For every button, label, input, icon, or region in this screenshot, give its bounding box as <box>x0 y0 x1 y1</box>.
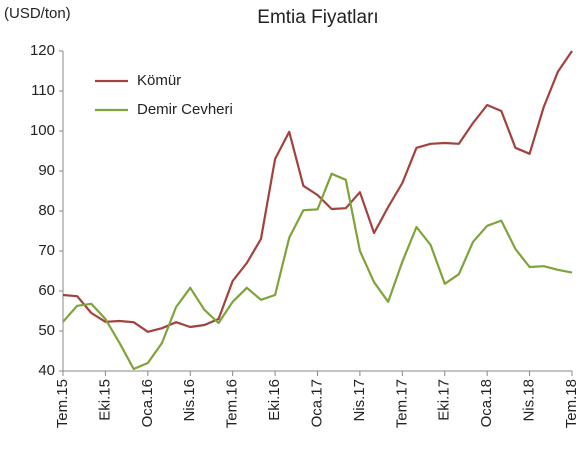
x-tick-label: Nis.17 <box>351 379 368 422</box>
series-line <box>62 172 573 371</box>
y-tick-label: 70 <box>38 242 55 259</box>
y-tick-label: 80 <box>38 202 55 219</box>
x-tick-label: Oca.17 <box>308 379 325 427</box>
x-tick-label: Tem.18 <box>563 379 580 428</box>
x-tick-label: Tem.15 <box>54 379 71 428</box>
legend-label: Demir Cevheri <box>137 101 233 118</box>
y-tick-label: 40 <box>38 362 55 379</box>
x-tick-label: Oca.16 <box>139 379 156 427</box>
series-line <box>62 50 573 333</box>
x-tick-label: Eki.16 <box>266 379 283 421</box>
y-unit-label: (USD/ton) <box>4 5 71 22</box>
x-tick-label: Tem.17 <box>393 379 410 428</box>
x-tick-label: Nis.16 <box>181 379 198 422</box>
y-tick-label: 50 <box>38 322 55 339</box>
y-tick-label: 60 <box>38 282 55 299</box>
x-tick-label: Eki.15 <box>96 379 113 421</box>
legend-label: Kömür <box>137 72 181 89</box>
y-tick-label: 90 <box>38 162 55 179</box>
x-tick-label: Tem.16 <box>224 379 241 428</box>
y-tick-label: 120 <box>30 42 55 59</box>
chart-title: Emtia Fiyatları <box>257 7 378 28</box>
x-tick-label: Nis.18 <box>521 379 538 422</box>
y-tick-label: 110 <box>31 82 55 99</box>
x-tick-label: Eki.17 <box>436 379 453 421</box>
y-tick-label: 100 <box>30 122 55 139</box>
x-tick-label: Oca.18 <box>478 379 495 427</box>
